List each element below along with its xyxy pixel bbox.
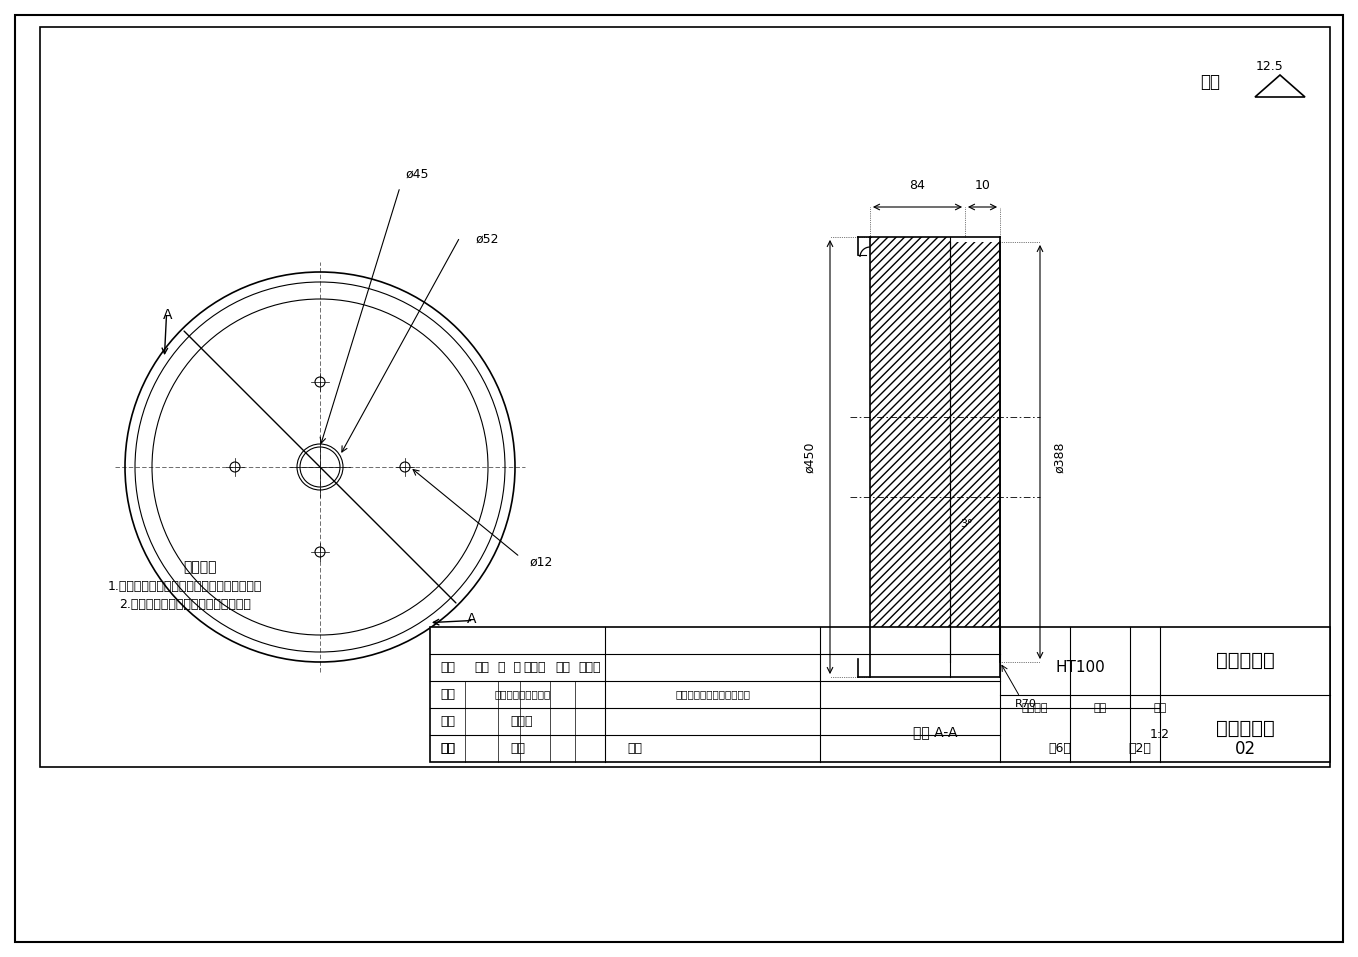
Text: 重量: 重量	[1093, 703, 1107, 713]
Bar	[870, 237, 951, 677]
Text: 安静: 安静	[511, 742, 526, 755]
Text: 文件号: 文件号	[524, 661, 546, 674]
Text: 1.铸造的壳体上不允许有砂眼、缩孔及气泡。: 1.铸造的壳体上不允许有砂眼、缩孔及气泡。	[107, 581, 262, 593]
Text: HT100: HT100	[1055, 660, 1105, 675]
Text: 比例: 比例	[1153, 703, 1167, 713]
Text: 3°: 3°	[960, 519, 972, 529]
Text: 共6张: 共6张	[1048, 742, 1071, 755]
Text: 签名: 签名	[555, 661, 570, 674]
Text: ø388: ø388	[1054, 441, 1066, 473]
Text: ø52: ø52	[475, 233, 498, 246]
Text: 其余: 其余	[1200, 73, 1219, 91]
Text: A: A	[163, 308, 172, 322]
Text: 剖面 A-A: 剖面 A-A	[913, 725, 957, 739]
Text: 设计: 设计	[440, 688, 455, 701]
Bar	[951, 242, 999, 662]
Bar	[430, 627, 1329, 762]
Text: A: A	[467, 612, 477, 626]
Text: （签名）（年月日）: （签名）（年月日）	[494, 689, 551, 700]
Text: 处数: 处数	[474, 661, 489, 674]
Text: 年月日: 年月日	[579, 661, 602, 674]
Text: 分  区: 分 区	[497, 661, 520, 674]
Text: 制图: 制图	[440, 715, 455, 728]
Text: ø45: ø45	[405, 168, 429, 181]
Text: 批准: 批准	[627, 742, 642, 755]
Text: 12.5: 12.5	[1256, 60, 1283, 73]
Text: 84: 84	[910, 179, 925, 192]
Text: 技术要求: 技术要求	[183, 560, 217, 574]
Text: 02: 02	[1234, 740, 1256, 758]
Text: R70: R70	[1014, 699, 1038, 709]
Text: 10: 10	[975, 179, 990, 192]
Text: 进口集流气: 进口集流气	[1215, 719, 1274, 738]
Text: 詹龙生: 詹龙生	[511, 715, 532, 728]
Text: 2.铸造过程中应使内壁光滑，无毛刺。: 2.铸造过程中应使内壁光滑，无毛刺。	[120, 598, 251, 612]
Text: 塔里木大学: 塔里木大学	[1215, 652, 1274, 670]
Text: 标准化（签名）（年月日）: 标准化（签名）（年月日）	[675, 689, 750, 700]
Text: ø450: ø450	[804, 441, 816, 473]
Text: 第2张: 第2张	[1128, 742, 1152, 755]
Text: 1:2: 1:2	[1150, 728, 1171, 742]
Text: 标记: 标记	[440, 661, 455, 674]
Bar	[39, 27, 1329, 767]
Text: ø12: ø12	[530, 555, 553, 568]
Text: 审核: 审核	[440, 742, 455, 755]
Text: 阶段标记: 阶段标记	[1021, 703, 1048, 713]
Text: 工艺: 工艺	[440, 742, 455, 755]
